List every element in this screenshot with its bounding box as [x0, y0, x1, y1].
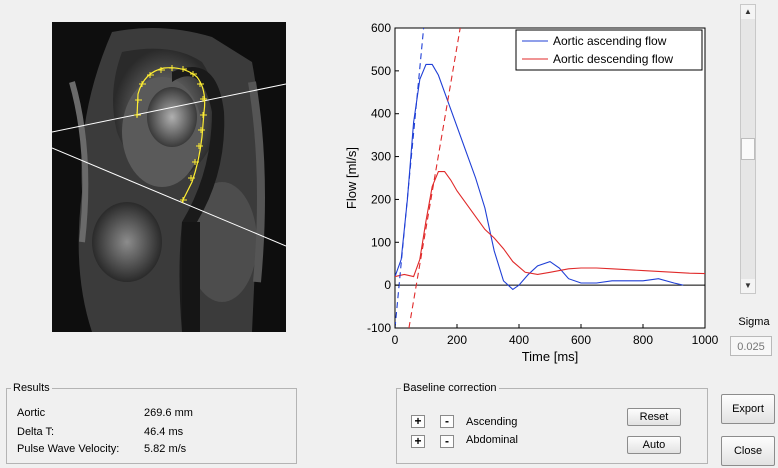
ascending-plus-button[interactable]: +: [411, 415, 425, 428]
ascending-label: Ascending: [466, 416, 518, 428]
close-button[interactable]: Close: [721, 436, 775, 466]
series-line-1: [395, 171, 705, 278]
y-axis-label: Flow [ml/s]: [344, 147, 359, 209]
ascending-minus-button[interactable]: -: [440, 415, 454, 428]
x-tick-label-200: 200: [447, 333, 467, 347]
reset-button[interactable]: Reset: [627, 408, 681, 426]
slider-thumb[interactable]: [741, 138, 755, 160]
sigma-input[interactable]: 0.025: [730, 336, 772, 356]
x-tick-label-400: 400: [509, 333, 529, 347]
abdominal-minus-button[interactable]: -: [440, 435, 454, 448]
chart-legend: Aortic ascending flow Aortic descending …: [515, 29, 703, 71]
sigma-slider[interactable]: ▲ ▼: [740, 4, 756, 294]
results-title: Results: [13, 382, 50, 394]
slider-down-arrow-icon[interactable]: ▼: [741, 279, 755, 293]
y-tick-label-500: 500: [371, 64, 391, 78]
result-label-delta-t: Delta T:: [17, 426, 55, 438]
legend-entry-ascending: Aortic ascending flow: [553, 34, 667, 48]
y-tick-label--100: -100: [367, 321, 391, 335]
y-tick-label-600: 600: [371, 21, 391, 35]
x-tick-label-600: 600: [571, 333, 591, 347]
slider-up-arrow-icon[interactable]: ▲: [741, 5, 755, 19]
abdominal-plus-button[interactable]: +: [411, 435, 425, 448]
y-tick-label-100: 100: [371, 235, 391, 249]
export-button[interactable]: Export: [721, 394, 775, 424]
result-value-pwv: 5.82 m/s: [144, 443, 187, 455]
series-line-0: [395, 63, 684, 291]
result-value-aortic: 269.6 mm: [144, 407, 193, 419]
y-tick-label-400: 400: [371, 107, 391, 121]
x-axis-label: Time [ms]: [522, 349, 579, 364]
y-tick-label-200: 200: [371, 192, 391, 206]
result-label-pwv: Pulse Wave Velocity:: [17, 443, 120, 455]
mri-image: [52, 22, 286, 332]
flow-chart: 0 200 400 600 800 1000-1000100200300400500600…: [344, 21, 719, 364]
x-tick-label-800: 800: [633, 333, 653, 347]
baseline-title: Baseline correction: [403, 382, 497, 394]
abdominal-label: Abdominal: [466, 434, 518, 446]
series-line-3: [408, 28, 461, 328]
result-label-aortic: Aortic: [17, 407, 46, 419]
baseline-correction-panel: Baseline correction + - Ascending + - Ab…: [396, 382, 708, 464]
x-tick-label-1000: 1000: [692, 333, 719, 347]
y-tick-label-300: 300: [371, 150, 391, 164]
series-line-2: [395, 28, 425, 328]
plot-area: [394, 27, 706, 329]
legend-entry-descending: Aortic descending flow: [553, 52, 673, 66]
auto-button[interactable]: Auto: [627, 436, 681, 454]
results-panel: Results Aortic 269.6 mm Delta T: 46.4 ms…: [6, 382, 297, 464]
x-tick-label-0: 0: [392, 333, 399, 347]
result-value-delta-t: 46.4 ms: [144, 426, 184, 438]
sigma-label: Sigma: [738, 316, 770, 328]
y-tick-label-0: 0: [384, 278, 391, 292]
